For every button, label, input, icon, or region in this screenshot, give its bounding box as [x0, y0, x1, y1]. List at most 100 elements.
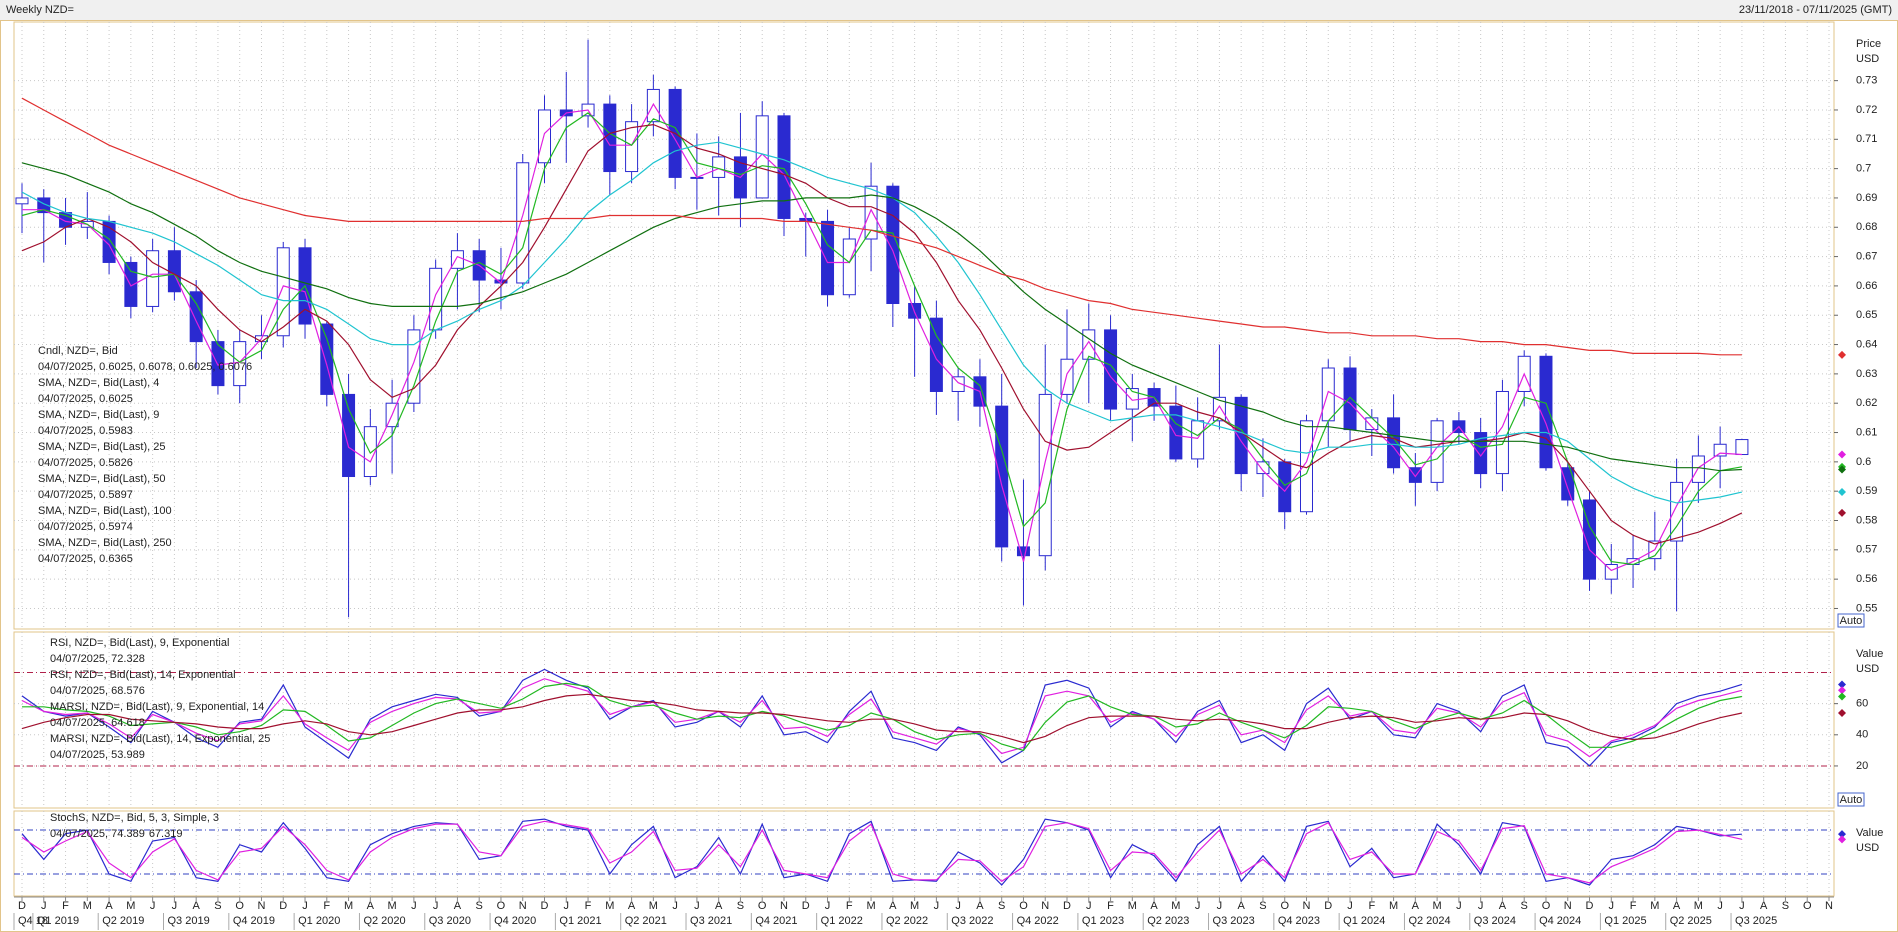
x-tick-label: J [1609, 900, 1615, 912]
candle-body [864, 185, 878, 240]
x-tick-label: M [910, 900, 919, 912]
x-tick-label: M [1694, 900, 1703, 912]
quarter-label: Q1 2024 [1343, 915, 1385, 927]
candle-body [1212, 396, 1226, 422]
x-tick-label: D [1324, 900, 1332, 912]
x-tick-label: O [235, 900, 244, 912]
x-tick-label: A [1238, 900, 1246, 912]
candle-body [1082, 329, 1096, 360]
x-tick-label: J [694, 900, 700, 912]
legend-name: SMA, NZD=, Bid(Last), 25 [38, 441, 165, 453]
legend-name: RSI, NZD=, Bid(Last), 14, Exponential [50, 669, 236, 681]
candle-body [1104, 329, 1118, 410]
x-tick-label: S [476, 900, 483, 912]
series-line [21, 162, 1742, 472]
x-tick-label: M [1433, 900, 1442, 912]
legend-label: 04/07/2025, 72.328 [50, 653, 145, 665]
candle-body [363, 426, 377, 478]
candle-body [1539, 355, 1553, 469]
last-value-marker [1838, 709, 1846, 718]
x-tick-label: S [1521, 900, 1528, 912]
candle-body [1430, 420, 1444, 483]
y-axis-label: Value [1856, 648, 1883, 660]
y-tick-label: 0.72 [1856, 104, 1877, 116]
quarter-label: Q2 2024 [1408, 915, 1450, 927]
auto-button[interactable] [1837, 792, 1865, 807]
last-value-marker [1838, 686, 1846, 695]
legend-name: SMA, NZD=, Bid(Last), 250 [38, 537, 172, 549]
legend-name: StochS, NZD=, Bid, 5, 3, Simple, 3 [50, 812, 219, 824]
x-tick-label: S [737, 900, 744, 912]
series-line [21, 818, 1742, 886]
y-tick-label: 0.55 [1856, 602, 1877, 614]
legend-name: RSI, NZD=, Bid(Last), 9, Exponential [50, 637, 229, 649]
candle-body [276, 247, 290, 337]
candle-body [1038, 393, 1052, 557]
x-tick-label: A [715, 900, 723, 912]
x-tick-label: J [1478, 900, 1484, 912]
candle-body [1713, 443, 1727, 457]
last-value-marker [1838, 488, 1846, 497]
legend-name: MARSI, NZD=, Bid(Last), 14, Exponential,… [50, 733, 270, 745]
y-tick-label: 0.57 [1856, 544, 1877, 556]
quarter-label: Q3 2021 [690, 915, 732, 927]
y-tick-label: 0.73 [1856, 75, 1877, 87]
quarter-label: Q2 2022 [886, 915, 928, 927]
quarter-label: Q2 2019 [102, 915, 144, 927]
x-tick-label: N [1564, 900, 1572, 912]
legend-name: SMA, NZD=, Bid(Last), 100 [38, 505, 172, 517]
x-tick-label: D [541, 900, 549, 912]
quarter-label: Q3 2022 [951, 915, 993, 927]
series-line [21, 678, 1743, 758]
auto-label[interactable]: Auto [1840, 615, 1863, 627]
x-tick-label: J [302, 900, 308, 912]
quarter-label: Q1 2022 [821, 915, 863, 927]
quarter-label: Q1 2021 [559, 915, 601, 927]
legend-label: 04/07/2025, 0.5897 [38, 489, 133, 501]
series-line [21, 141, 1743, 504]
x-tick-label: M [1128, 900, 1137, 912]
x-tick-label: J [1347, 900, 1353, 912]
candle-body [929, 317, 943, 392]
quarter-label: Q2 2023 [1147, 915, 1189, 927]
x-tick-label: F [1368, 900, 1375, 912]
x-tick-label: S [998, 900, 1005, 912]
x-tick-label: J [1086, 900, 1092, 912]
legend-label: 04/07/2025, 53.989 [50, 749, 145, 761]
series-line [22, 682, 1743, 752]
quarter-label: Q4 2019 [233, 915, 275, 927]
legend-label: 04/07/2025, 0.6025, 0.6078, 0.6025, 0.60… [38, 361, 252, 373]
candle-body [516, 162, 530, 284]
y-tick-label: 0.61 [1856, 426, 1877, 438]
auto-label[interactable]: Auto [1840, 794, 1863, 806]
candle-body [538, 109, 552, 164]
candle-body [15, 197, 29, 205]
legend-label: 04/07/2025, 0.5974 [38, 521, 133, 533]
x-tick-label: F [62, 900, 69, 912]
last-value-marker [1838, 692, 1846, 701]
x-tick-label: J [564, 900, 570, 912]
quarter-label: Q3 2024 [1474, 915, 1516, 927]
y-axis-unit: USD [1856, 842, 1879, 854]
candle-body [1343, 367, 1357, 431]
auto-button[interactable] [1837, 613, 1865, 628]
candle-body [1583, 499, 1597, 580]
x-tick-label: N [258, 900, 266, 912]
quarter-label: Q2 2021 [625, 915, 667, 927]
candle-body [211, 341, 225, 387]
panel [13, 631, 1835, 809]
candle-body [1670, 481, 1684, 542]
x-tick-label: M [344, 900, 353, 912]
last-value-marker [1838, 508, 1846, 517]
candle-body [1408, 467, 1422, 483]
candle-body [995, 405, 1009, 548]
legend-label: 04/07/2025, 74.389 [50, 828, 145, 840]
candle-body [124, 261, 138, 307]
x-tick-label: D [1586, 900, 1594, 912]
legend-name: Cndl, NZD=, Bid [38, 345, 118, 357]
x-tick-label: O [758, 900, 767, 912]
candle-body [646, 88, 660, 123]
candle-body [625, 121, 639, 173]
x-tick-label: J [955, 900, 961, 912]
